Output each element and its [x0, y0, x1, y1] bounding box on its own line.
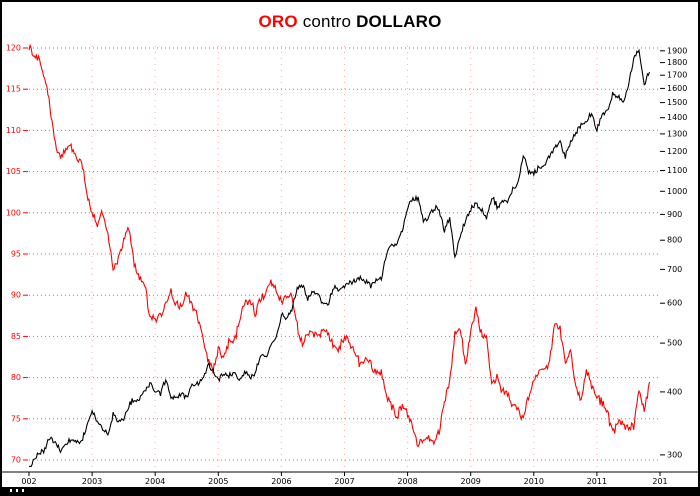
v-gridlines: [91, 46, 598, 472]
svg-text:105: 105: [6, 167, 21, 176]
svg-text:120: 120: [6, 44, 21, 53]
svg-text:400: 400: [667, 387, 682, 396]
svg-text:700: 700: [667, 265, 682, 274]
svg-text:75: 75: [11, 414, 21, 423]
svg-text:2010: 2010: [524, 477, 544, 486]
svg-text:1800: 1800: [667, 58, 687, 67]
svg-text:300: 300: [667, 450, 682, 459]
svg-text:80: 80: [11, 373, 21, 382]
svg-text:95: 95: [11, 250, 21, 259]
svg-text:90: 90: [11, 291, 21, 300]
svg-text:2004: 2004: [145, 477, 165, 486]
svg-text:1500: 1500: [667, 98, 687, 107]
svg-text:1400: 1400: [667, 113, 687, 122]
svg-text:1000: 1000: [667, 187, 687, 196]
svg-text:2008: 2008: [397, 477, 417, 486]
svg-text:115: 115: [6, 85, 21, 94]
svg-text:1900: 1900: [667, 46, 687, 55]
svg-text:2005: 2005: [208, 477, 228, 486]
svg-text:2006: 2006: [271, 477, 291, 486]
svg-text:2007: 2007: [334, 477, 354, 486]
svg-text:2003: 2003: [82, 477, 102, 486]
bottom-bar: [2, 487, 698, 494]
h-gridlines: [29, 47, 660, 461]
svg-text:1700: 1700: [667, 71, 687, 80]
svg-text:1200: 1200: [667, 147, 687, 156]
svg-text:2011: 2011: [587, 477, 607, 486]
dollaro-series-line: [28, 43, 651, 448]
left-axis-labels: 120 115 110 105 100 95 90 85 80 75 70: [6, 44, 28, 465]
svg-text:500: 500: [667, 339, 682, 348]
oro-series-line: [28, 48, 651, 468]
svg-text:800: 800: [667, 236, 682, 245]
svg-text:201: 201: [652, 477, 667, 486]
svg-text:70: 70: [11, 456, 21, 465]
right-axis-labels: 1900 1800 1700 1600 1500 1400 1300 1200 1100 1000…: [660, 46, 687, 459]
svg-text:85: 85: [11, 332, 21, 341]
svg-text:1100: 1100: [667, 166, 687, 175]
x-axis-labels: 002 2003 2004 2005 2006 2007 2008 2009 2010 2011 2…: [21, 472, 668, 486]
svg-text:110: 110: [6, 126, 21, 135]
svg-text:002: 002: [21, 477, 36, 486]
svg-text:600: 600: [667, 299, 682, 308]
svg-text:100: 100: [6, 208, 21, 217]
svg-text:1600: 1600: [667, 84, 687, 93]
svg-text:1300: 1300: [667, 129, 687, 138]
svg-text:900: 900: [667, 210, 682, 219]
svg-text:2009: 2009: [461, 477, 481, 486]
